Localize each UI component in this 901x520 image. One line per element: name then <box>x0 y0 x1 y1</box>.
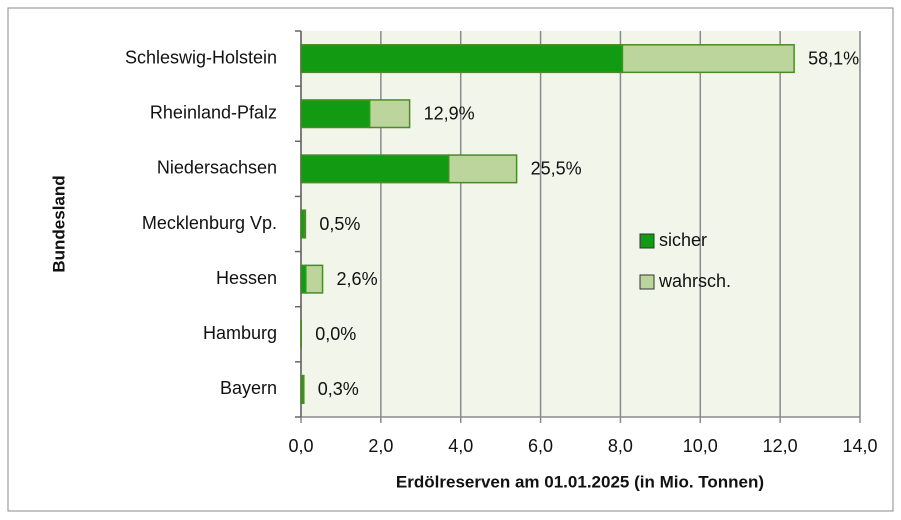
value-label: 12,9% <box>424 103 475 123</box>
bar-segment <box>303 209 307 239</box>
bar-segment <box>305 264 324 294</box>
x-axis-label: Erdölreserven am 01.01.2025 (in Mio. Ton… <box>396 472 764 491</box>
bar-segment <box>300 44 624 74</box>
y-tick-label: Mecklenburg Vp. <box>142 213 277 233</box>
value-label: 25,5% <box>531 159 582 179</box>
value-label: 0,3% <box>318 379 359 399</box>
value-label: 0,0% <box>315 324 356 344</box>
bar-segment <box>368 99 411 129</box>
legend-swatch <box>639 233 655 249</box>
y-tick-label: Niedersachsen <box>157 158 277 178</box>
x-tick-label: 2,0 <box>368 436 393 456</box>
bar-segment <box>447 154 518 184</box>
x-tick-label: 14,0 <box>842 436 877 456</box>
y-tick-label: Rheinland-Pfalz <box>150 102 277 122</box>
x-tick-label: 6,0 <box>528 436 553 456</box>
value-label: 58,1% <box>808 48 859 68</box>
y-tick-label: Hessen <box>216 268 277 288</box>
y-tick-label: Bayern <box>220 378 277 398</box>
legend-label: wahrsch. <box>658 271 731 291</box>
bar-segment <box>300 99 371 129</box>
bar-segment <box>302 374 305 404</box>
plot-area <box>301 31 860 417</box>
y-axis-label: Bundesland <box>49 175 68 272</box>
x-tick-label: 4,0 <box>448 436 473 456</box>
value-label: 0,5% <box>319 214 360 234</box>
legend-swatch <box>639 274 655 290</box>
legend-label: sicher <box>659 230 707 250</box>
x-tick-label: 0,0 <box>288 436 313 456</box>
bar-segment <box>300 154 450 184</box>
x-tick-label: 10,0 <box>683 436 718 456</box>
y-tick-label: Hamburg <box>203 323 277 343</box>
x-tick-label: 8,0 <box>608 436 633 456</box>
value-label: 2,6% <box>337 269 378 289</box>
x-tick-label: 12,0 <box>763 436 798 456</box>
bar-segment <box>621 44 795 74</box>
y-tick-label: Schleswig-Holstein <box>125 47 277 67</box>
